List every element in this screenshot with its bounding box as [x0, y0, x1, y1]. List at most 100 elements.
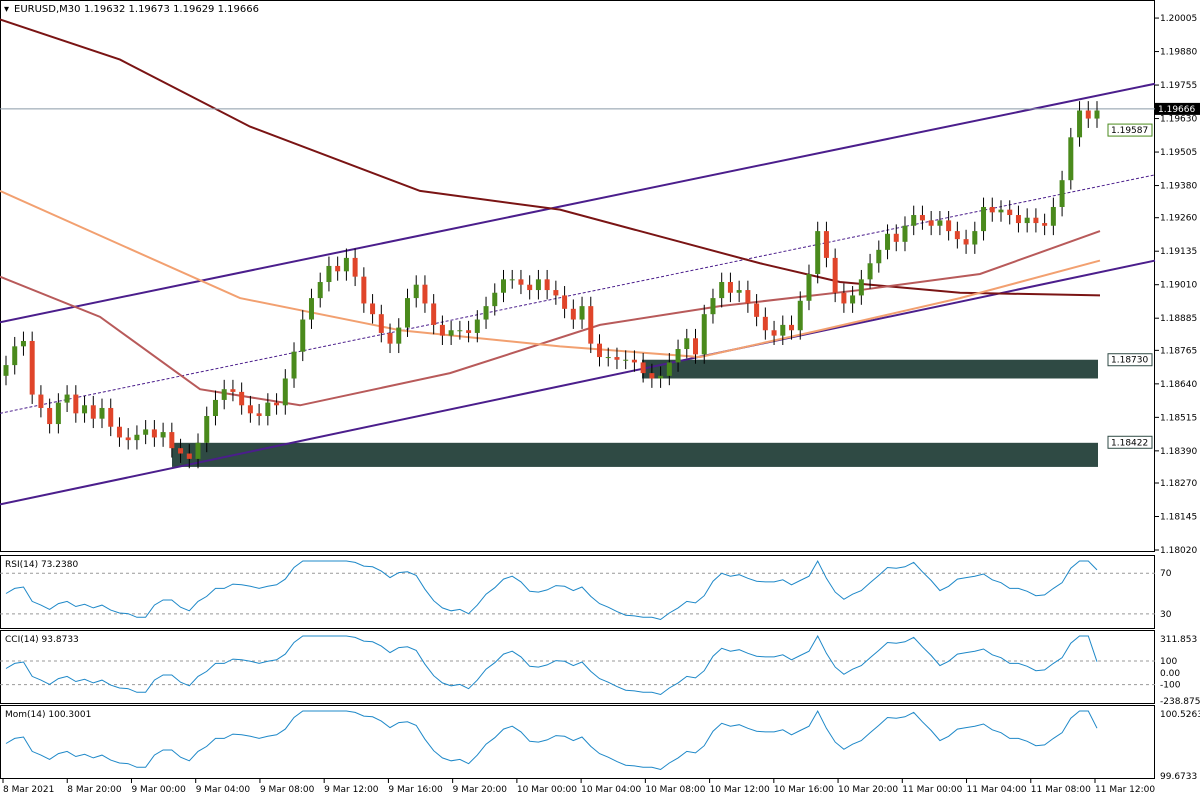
- candle-body: [204, 416, 210, 443]
- candle-body: [972, 231, 978, 245]
- time-tick-label: 9 Mar 08:00: [260, 785, 315, 795]
- channel-mid-line: [0, 174, 1156, 414]
- candle-body: [38, 394, 44, 408]
- candle-body: [727, 282, 733, 293]
- candle-body: [832, 257, 838, 293]
- candle-body: [745, 290, 751, 304]
- candle-body: [500, 279, 506, 293]
- candle-body: [1015, 215, 1021, 224]
- candle-body: [919, 215, 925, 221]
- candle-body: [684, 338, 690, 350]
- candle-body: [597, 343, 603, 358]
- candle-body: [527, 284, 533, 291]
- candle-body: [361, 276, 367, 304]
- candle-body: [466, 330, 472, 333]
- candle-body: [151, 429, 157, 438]
- time-tick-label: 10 Mar 20:00: [838, 785, 898, 795]
- lines-layer: [0, 18, 1156, 506]
- support-zone: [642, 359, 1098, 379]
- candle-body: [64, 394, 70, 403]
- candle-body: [989, 206, 995, 213]
- candle-body: [239, 391, 245, 406]
- candle-body: [850, 295, 856, 304]
- candle-body: [55, 402, 61, 425]
- current-price-box: [1155, 102, 1200, 115]
- candle-body: [378, 314, 384, 333]
- time-tick-label: 8 Mar 2021: [3, 785, 54, 795]
- indicator-line: [5, 634, 1098, 696]
- candle-body: [178, 448, 184, 454]
- candle-body: [570, 308, 576, 320]
- candle-body: [47, 407, 53, 425]
- chart-ohlc: 1.19632 1.19673 1.19629 1.19666: [84, 4, 259, 15]
- price-tick-label: 1.19380: [1160, 182, 1197, 192]
- price-tick-label: 1.18765: [1160, 346, 1197, 356]
- candle-body: [256, 413, 262, 417]
- candle-body: [396, 327, 402, 344]
- price-tick-label: 1.20005: [1160, 14, 1197, 24]
- candle-body: [1050, 206, 1056, 226]
- candle-body: [108, 407, 114, 427]
- indicator-name: CCI(14) 93.8733: [5, 635, 79, 645]
- candle-body: [483, 306, 489, 320]
- candle-body: [841, 292, 847, 304]
- time-tick-label: 11 Mar 08:00: [1031, 785, 1091, 795]
- indicator-name: RSI(14) 73.2380: [5, 560, 78, 570]
- candle-body: [675, 349, 681, 363]
- zones-layer: [172, 359, 1098, 467]
- candle-body: [553, 290, 559, 296]
- candle-body: [614, 357, 620, 360]
- candle-body: [439, 324, 445, 336]
- price-tick-label: 1.19630: [1160, 115, 1197, 125]
- price-tick-label: 1.18020: [1160, 546, 1197, 556]
- candle-body: [82, 405, 88, 414]
- price-level-box: [1107, 435, 1153, 449]
- ma-slow-line: [0, 18, 1101, 297]
- candle-body: [1068, 137, 1074, 181]
- candle-body: [623, 359, 629, 361]
- candle-body: [186, 453, 192, 459]
- candle-body: [754, 303, 760, 317]
- candle-body: [1059, 180, 1065, 207]
- price-tick-label: 1.19010: [1160, 281, 1197, 291]
- candle-body: [789, 324, 795, 331]
- candle-body: [247, 405, 253, 414]
- main-panel-frame: [0, 0, 1155, 552]
- candle-body: [282, 378, 288, 406]
- price-level-label: 1.19587: [1111, 126, 1148, 136]
- candle-body: [343, 257, 349, 272]
- support-zone: [172, 442, 1098, 467]
- indicator-tick-label: 311.853: [1160, 635, 1197, 645]
- candle-body: [99, 407, 105, 419]
- candle-body: [160, 432, 166, 438]
- candle-body: [116, 426, 122, 438]
- candle-body: [413, 284, 419, 299]
- time-axis: 8 Mar 2021 8 Mar 20:00 9 Mar 00:00 9 Mar 04…: [2, 779, 1155, 795]
- price-tick-label: 1.18640: [1160, 380, 1197, 390]
- chart-menu-arrow-icon[interactable]: ▾: [4, 4, 9, 15]
- candle-body: [928, 220, 934, 226]
- price-tick-label: 1.19135: [1160, 247, 1197, 257]
- time-tick-label: 11 Mar 12:00: [1095, 785, 1155, 795]
- indicator-tick-label: -100: [1160, 681, 1181, 691]
- candle-body: [658, 375, 664, 379]
- candle-body: [858, 279, 864, 296]
- candle-body: [771, 330, 777, 336]
- candle-body: [492, 292, 498, 307]
- candle-body: [780, 324, 786, 336]
- candle-body: [867, 263, 873, 280]
- indicator-name: Mom(14) 100.3001: [5, 710, 91, 720]
- candle-body: [448, 330, 454, 336]
- candle-body: [963, 239, 969, 245]
- candle-body: [762, 316, 768, 331]
- candle-body: [1085, 110, 1091, 119]
- candle-body: [212, 399, 218, 417]
- cci-panel-frame: [0, 630, 1155, 704]
- candle-body: [588, 306, 594, 344]
- candle-body: [1042, 223, 1048, 226]
- candle-body: [387, 332, 393, 344]
- candle-body: [134, 434, 140, 441]
- time-tick-label: 10 Mar 12:00: [710, 785, 770, 795]
